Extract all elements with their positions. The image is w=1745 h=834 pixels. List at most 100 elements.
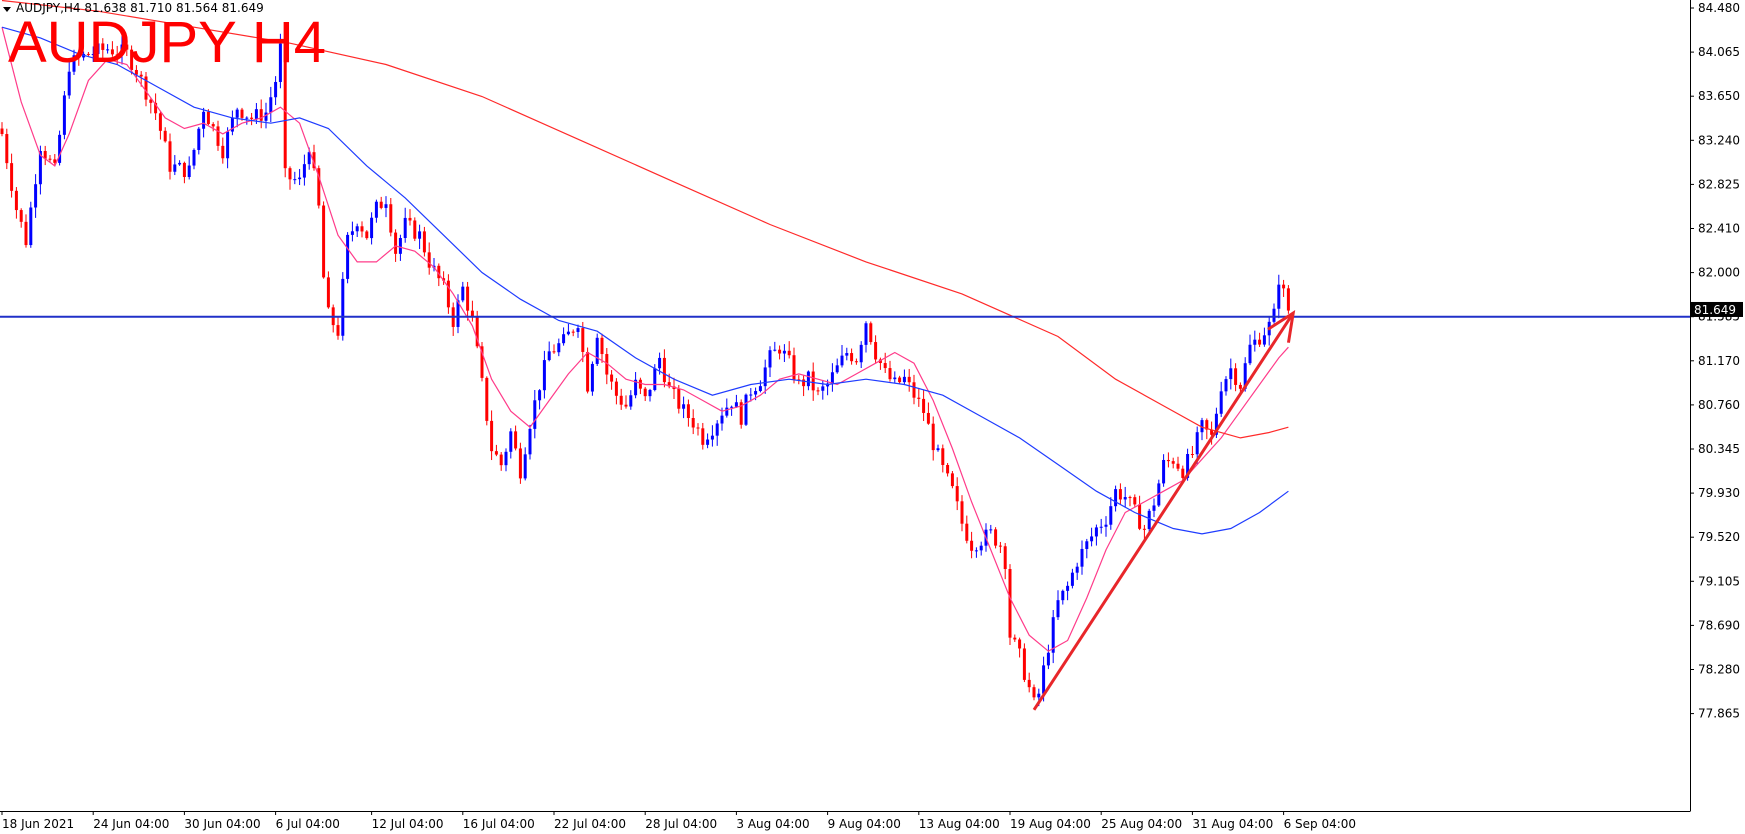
candle-bull (1070, 572, 1074, 586)
candle-bear (1238, 384, 1242, 389)
candle-bull (576, 328, 580, 332)
candle-bear (552, 351, 556, 353)
candle-bear (869, 323, 873, 343)
candle-bear (581, 328, 585, 352)
candle-bull (1186, 454, 1190, 478)
candle-bear (792, 355, 796, 380)
candle-bear (216, 126, 220, 146)
candle-bear (394, 232, 398, 254)
candle-bull (528, 428, 532, 455)
candle-bear (427, 252, 431, 268)
candle-bear (778, 349, 782, 354)
candle-bear (485, 377, 489, 421)
candle-bull (1262, 335, 1266, 345)
x-tick-label: 18 Jun 2021 (2, 817, 74, 831)
candle-bull (197, 128, 201, 150)
candle-bull (979, 545, 983, 551)
price-tag-label: 81.649 (1694, 303, 1736, 317)
candle-bull (547, 351, 551, 361)
candle-bull (509, 431, 513, 452)
candle-bull (1090, 536, 1094, 542)
candle-bull (590, 363, 594, 392)
candle-bear (1205, 420, 1209, 430)
candle-bear (816, 390, 820, 392)
candle-bear (1181, 468, 1185, 478)
candle-bear (53, 159, 57, 163)
candle-bear (408, 217, 412, 221)
dropdown-triangle-icon[interactable] (3, 7, 11, 12)
candle-bull (1085, 541, 1089, 549)
candle-bull (542, 360, 546, 391)
candle-bull (173, 164, 177, 172)
candle-bull (461, 286, 465, 301)
candle-bull (821, 386, 825, 391)
candle-bear (600, 337, 604, 355)
candle-bear (336, 325, 340, 336)
candle-bull (1104, 524, 1108, 527)
overlay-layer (0, 309, 1690, 711)
candle-bear (437, 265, 441, 279)
y-tick-label: 84.480 (1698, 1, 1740, 15)
candle-bear (1171, 461, 1175, 464)
y-tick-label: 82.825 (1698, 177, 1740, 191)
price-tag-bg (1691, 301, 1743, 317)
candle-bull (1219, 391, 1223, 414)
candle-bear (667, 382, 671, 387)
candle-bull (1066, 585, 1070, 591)
candle-bull (533, 400, 537, 429)
candle-bear (115, 54, 119, 56)
candle-bear (154, 102, 158, 114)
candle-bull (758, 386, 762, 392)
symbol-info-bar: AUDJPY,H4 81.638 81.710 81.564 81.649 (3, 1, 264, 15)
x-tick-label: 24 Jun 04:00 (93, 817, 169, 831)
candle-bear (422, 231, 426, 253)
candle-bear (883, 363, 887, 369)
candle-bull (682, 404, 686, 409)
candle-bull (1114, 489, 1118, 507)
candle-bear (206, 111, 210, 125)
candle-bear (413, 220, 417, 239)
candle-bull (749, 394, 753, 396)
candle-bull (523, 454, 527, 479)
candle-bull (355, 226, 359, 232)
candle-bear (48, 158, 52, 160)
candle-bull (1195, 432, 1199, 455)
candle-bear (955, 486, 959, 502)
candle-bull (720, 415, 724, 424)
candle-bull (1109, 506, 1113, 525)
candle-bull (1224, 379, 1228, 392)
candle-bull (835, 365, 839, 373)
candle-bear (144, 76, 148, 100)
x-tick-label: 31 Aug 04:00 (1192, 817, 1273, 831)
candle-bear (365, 231, 369, 239)
candle-bull (1042, 665, 1046, 694)
candle-bull (1037, 693, 1041, 698)
x-tick-label: 6 Sep 04:00 (1284, 817, 1356, 831)
candle-bull (374, 201, 378, 218)
candle-bull (806, 371, 810, 387)
candle-bull (254, 109, 258, 119)
candle-bull (178, 162, 182, 165)
candle-bear (163, 130, 167, 142)
candle-bull (62, 95, 66, 135)
candle-bear (10, 163, 14, 191)
candle-bull (370, 217, 374, 239)
candle-bear (480, 346, 484, 378)
candle-bull (67, 71, 71, 96)
x-tick-label: 12 Jul 04:00 (372, 817, 444, 831)
candle-bear (221, 145, 225, 159)
candle-bear (1176, 463, 1180, 469)
candle-bull (350, 231, 354, 235)
candle-bull (859, 344, 863, 363)
candle-bear (442, 278, 446, 281)
candle-bear (389, 204, 393, 233)
candle-bear (701, 428, 705, 445)
candle-bear (5, 134, 9, 164)
candle-bear (360, 226, 364, 232)
candle-bear (1282, 284, 1286, 289)
candle-bear (1003, 546, 1007, 570)
candle-bear (240, 109, 244, 118)
candle-bear (662, 357, 666, 383)
candle-bear (466, 286, 470, 311)
y-tick-label: 82.000 (1698, 266, 1740, 280)
